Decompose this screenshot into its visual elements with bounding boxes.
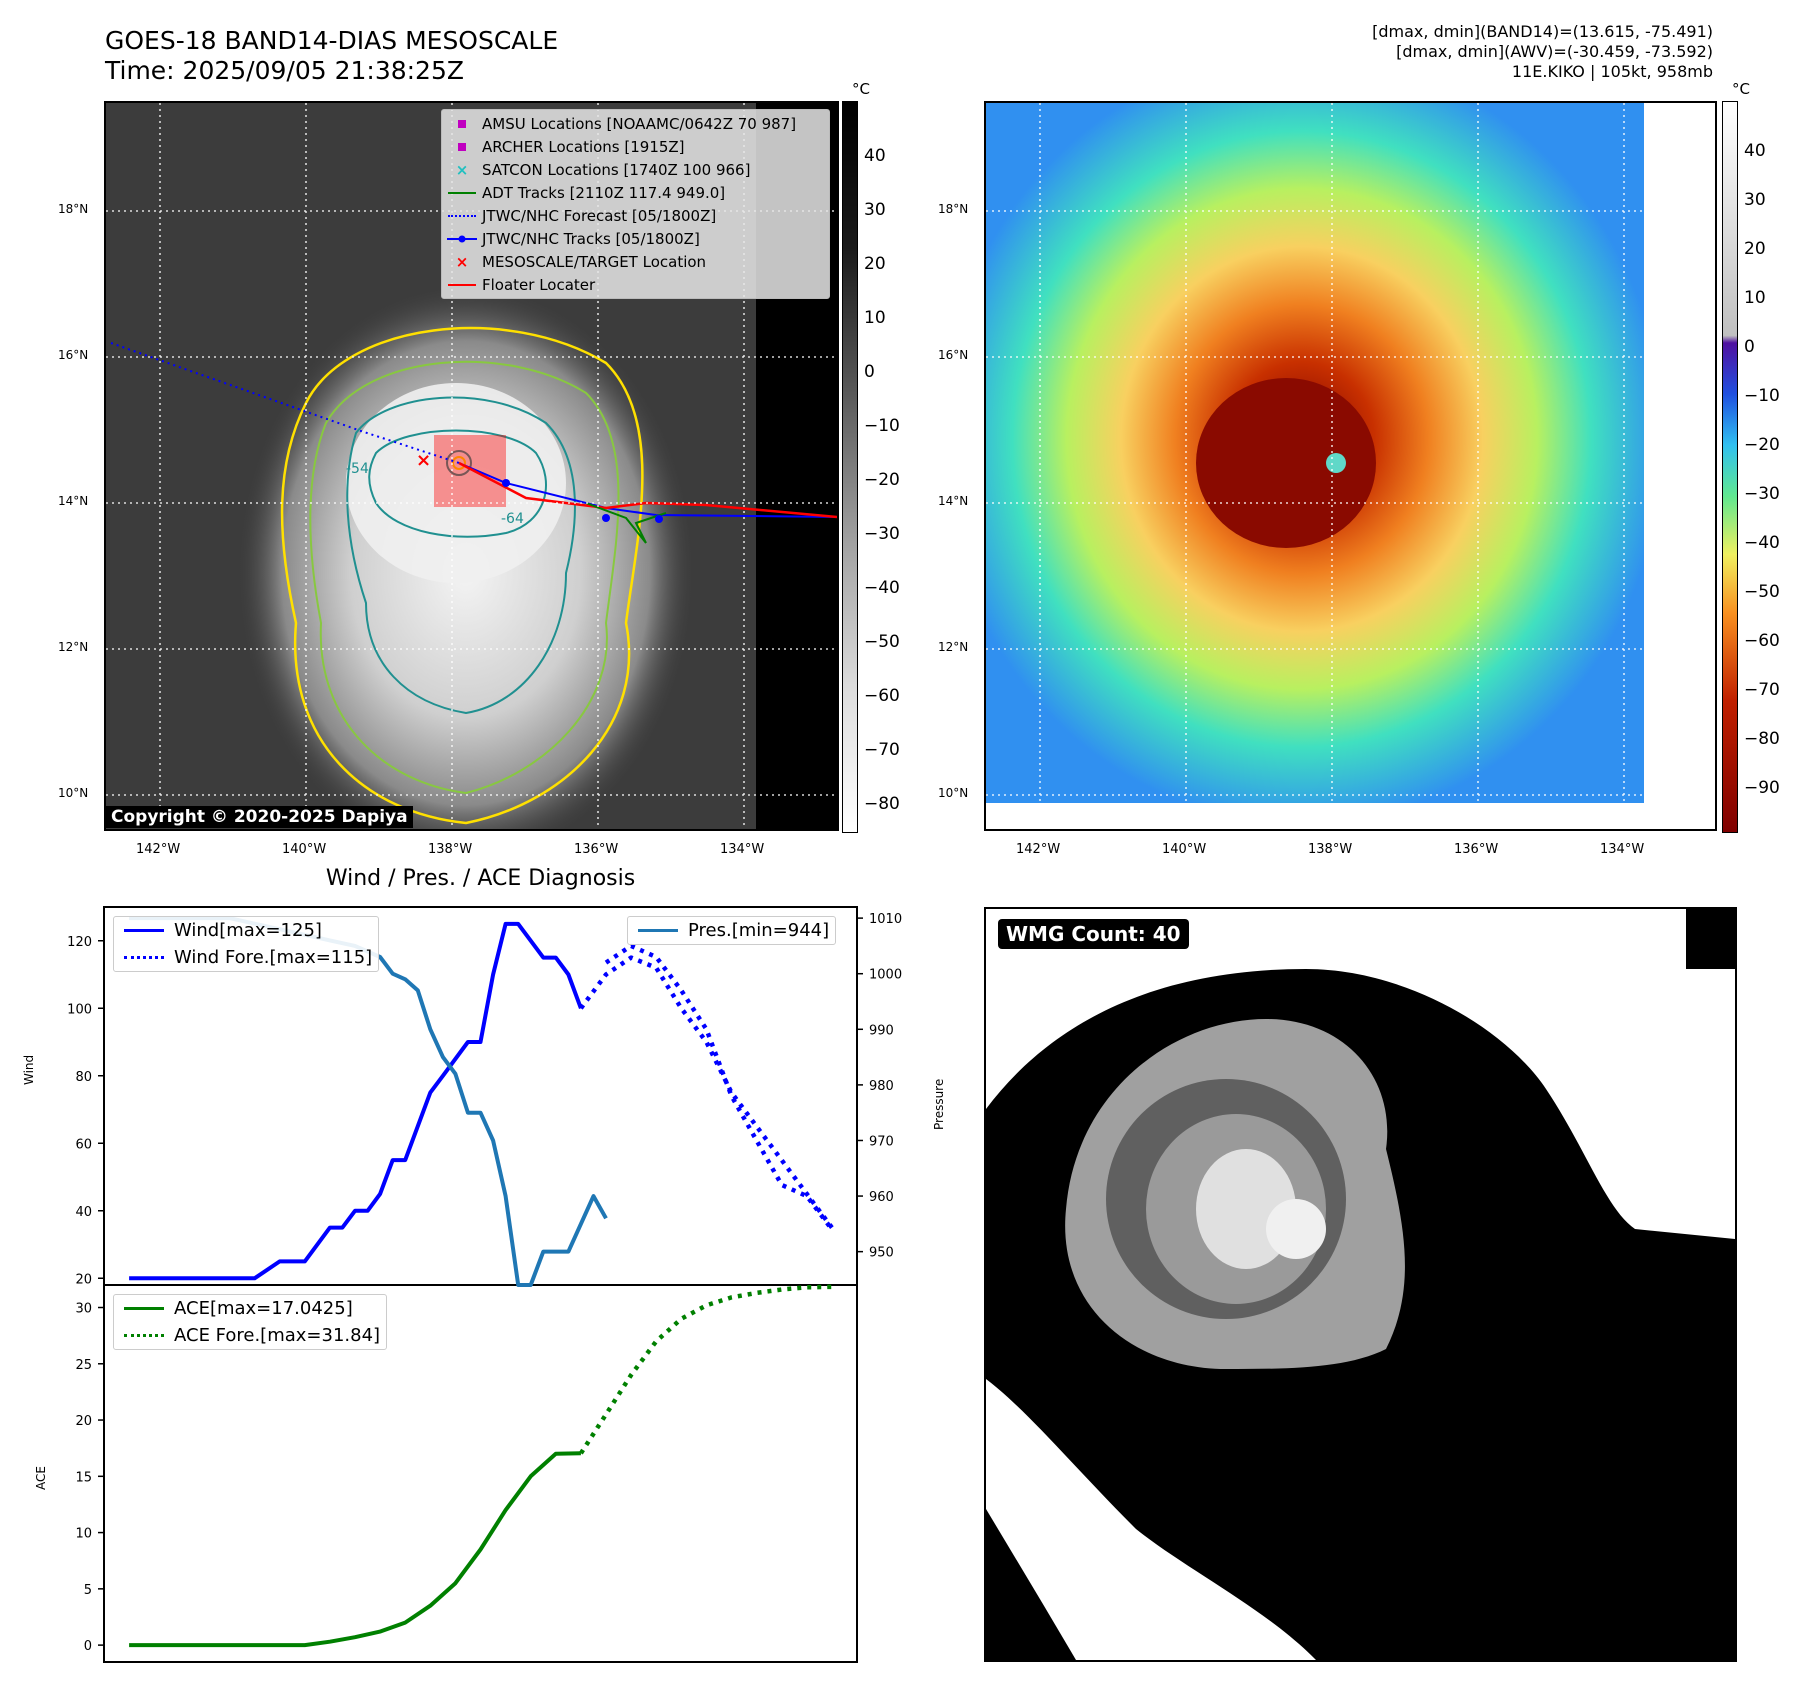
lat-label: 14°N [938, 494, 969, 508]
ace-legend: ACE[max=17.0425] ACE Fore.[max=31.84] [113, 1294, 388, 1350]
diagnosis-title: Wind / Pres. / ACE Diagnosis [325, 866, 636, 891]
page-title: GOES-18 BAND14-DIAS MESOSCALE [105, 26, 559, 55]
legend-item-ace-fore: ACE Fore.[max=31.84] [114, 1322, 386, 1349]
legend-item-amsu: AMSU Locations [NOAAMC/0642Z 70 987] [442, 112, 829, 135]
lon-label: 134°W [1600, 842, 1645, 857]
ace-axis-label: ACE [34, 1466, 48, 1490]
wmg-panel: WMG Count: 40 [984, 907, 1737, 1662]
legend-item-forecast: JTWC/NHC Forecast [05/1800Z] [442, 204, 829, 227]
copyright-label: Copyright © 2020-2025 Dapiya [106, 806, 413, 828]
y-tick-label-0-2: 60 [75, 1137, 92, 1152]
y-tick-label-1-0: 950 [869, 1246, 894, 1261]
svg-text:×: × [416, 450, 431, 471]
lat-label: 14°N [58, 494, 89, 508]
lon-label: 134°W [720, 842, 765, 857]
y-tick-label-0-5: 120 [67, 935, 92, 950]
timestamp: Time: 2025/09/05 21:38:25Z [105, 56, 464, 85]
series-line-2-1 [579, 1284, 832, 1455]
lat-label: 12°N [58, 640, 89, 654]
legend-item-archer: ARCHER Locations [1915Z] [442, 135, 829, 158]
y-tick-label-1-6: 1010 [869, 912, 902, 927]
info-awv: [dmax, dmin](AWV)=(-30.459, -73.592) [1396, 42, 1713, 61]
wmg-image [986, 909, 1735, 1660]
contour-label-64: -64 [501, 511, 524, 527]
series-line-0-1 [579, 955, 834, 1229]
series-line-1-0 [129, 916, 608, 1287]
y-tick-label-1-4: 990 [869, 1023, 894, 1038]
y-tick-label-1-2: 970 [869, 1134, 894, 1149]
legend-item-adt: ADT Tracks [2110Z 117.4 949.0] [442, 181, 829, 204]
pressure-legend: Pres.[min=944] [627, 916, 837, 945]
lon-label: 140°W [1162, 842, 1207, 857]
legend-item-wind: Wind[max=125] [114, 917, 378, 944]
series-line-0-0 [129, 921, 583, 1281]
legend-item-tracks: JTWC/NHC Tracks [05/1800Z] [442, 227, 829, 250]
y-tick-label-1-1: 960 [869, 1190, 894, 1205]
map-legend: AMSU Locations [NOAAMC/0642Z 70 987] ARC… [441, 109, 830, 299]
colorbar-unit: °C [1732, 80, 1750, 98]
info-band14: [dmax, dmin](BAND14)=(13.615, -75.491) [1372, 22, 1713, 41]
lon-label: 136°W [574, 842, 619, 857]
lon-label: 138°W [1308, 842, 1353, 857]
lat-label: 10°N [58, 786, 89, 800]
lat-label: 16°N [58, 348, 89, 362]
lat-label: 16°N [938, 348, 969, 362]
awv-map [986, 103, 1715, 829]
info-storm: 11E.KIKO | 105kt, 958mb [1511, 62, 1713, 81]
lon-label: 136°W [1454, 842, 1499, 857]
wind-axis-label: Wind [22, 1054, 36, 1085]
series-line-2-0 [129, 1451, 581, 1648]
lon-label: 142°W [136, 842, 181, 857]
y-tick-label-0-0: 20 [75, 1272, 92, 1287]
legend-item-ace: ACE[max=17.0425] [114, 1295, 386, 1322]
lat-label: 18°N [938, 202, 969, 216]
lon-label: 142°W [1016, 842, 1061, 857]
pressure-axis-label: Pressure [932, 1078, 946, 1130]
colorbar-awv [1722, 101, 1738, 833]
series-line-1-1 [604, 943, 834, 1231]
legend-item-wind-fore: Wind Fore.[max=115] [114, 944, 378, 971]
y-tick-label-2-6: 30 [75, 1302, 92, 1317]
lon-label: 138°W [428, 842, 473, 857]
y-tick-label-2-4: 20 [75, 1414, 92, 1429]
y-tick-label-0-4: 100 [67, 1002, 92, 1017]
y-tick-label-2-3: 15 [75, 1470, 92, 1485]
wmg-count-badge: WMG Count: 40 [998, 919, 1189, 949]
y-tick-label-2-2: 10 [75, 1527, 92, 1542]
y-tick-label-2-1: 5 [84, 1583, 92, 1598]
legend-item-pres: Pres.[min=944] [628, 917, 835, 944]
y-tick-label-1-3: 980 [869, 1079, 894, 1094]
y-tick-label-2-0: 0 [84, 1639, 92, 1654]
wind-legend: Wind[max=125] Wind Fore.[max=115] [113, 916, 380, 972]
lat-label: 12°N [938, 640, 969, 654]
lat-label: 10°N [938, 786, 969, 800]
legend-item-satcon: × SATCON Locations [1740Z 100 966] [455, 160, 751, 179]
ir-map-panel: -54 -64 × Copyright © 2020-2025 Dapiya A [104, 101, 839, 831]
legend-item-floater: Floater Locater [442, 273, 829, 296]
awv-map-panel [984, 101, 1717, 831]
y-tick-label-0-1: 40 [75, 1205, 92, 1220]
y-tick-label-0-3: 80 [75, 1070, 92, 1085]
colorbar-unit: °C [852, 80, 870, 98]
y-tick-label-2-5: 25 [75, 1358, 92, 1373]
legend-item-mesoscale: × MESOSCALE/TARGET Location [455, 252, 707, 271]
lat-label: 18°N [58, 202, 89, 216]
contour-label-54: -54 [346, 461, 369, 477]
y-tick-label-1-5: 1000 [869, 968, 902, 983]
colorbar-grayscale [842, 101, 858, 833]
lon-label: 140°W [282, 842, 327, 857]
